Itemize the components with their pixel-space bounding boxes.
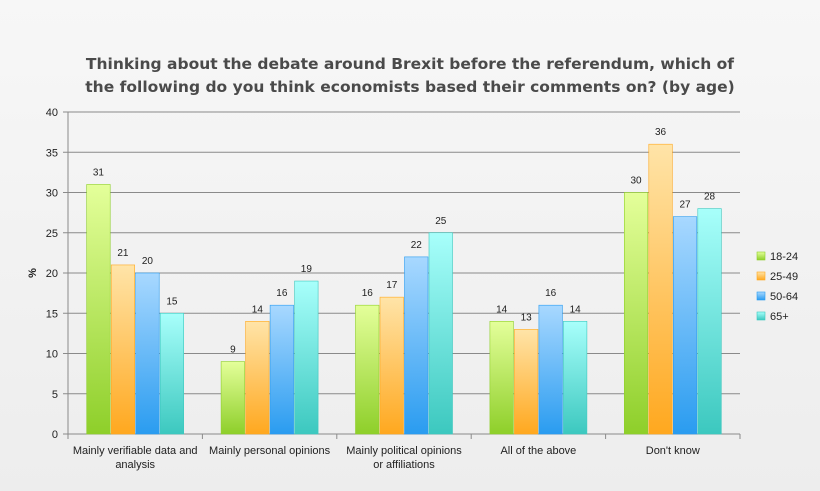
data-label: 25 <box>435 216 447 227</box>
data-label: 31 <box>93 167 105 178</box>
bar <box>294 280 319 435</box>
bar <box>159 312 184 435</box>
data-label: 17 <box>386 280 398 291</box>
bar <box>672 216 698 435</box>
bar <box>220 361 245 435</box>
legend-swatch <box>756 251 766 261</box>
data-label: 9 <box>230 345 236 356</box>
bar <box>697 208 722 435</box>
category-label: Mainly verifiable data and <box>73 445 198 457</box>
category-label: Don't know <box>646 445 700 457</box>
chart-title-line: the following do you think economists ba… <box>85 78 734 96</box>
bar <box>404 256 429 435</box>
bar <box>135 272 160 435</box>
bar <box>563 320 588 435</box>
bar <box>245 320 270 435</box>
bar <box>379 296 404 435</box>
legend-swatch <box>756 311 766 321</box>
data-label: 16 <box>362 288 374 299</box>
bar <box>489 320 514 435</box>
y-tick-label: 25 <box>46 228 58 240</box>
legend-label: 65+ <box>770 311 789 323</box>
y-tick-label: 5 <box>52 389 58 401</box>
y-tick-label: 40 <box>46 107 58 119</box>
legend-label: 18-24 <box>770 251 798 263</box>
legend-label: 25-49 <box>770 271 798 283</box>
bar <box>428 232 453 435</box>
y-tick-label: 0 <box>52 429 58 441</box>
data-label: 13 <box>521 312 533 323</box>
data-label: 20 <box>142 256 154 267</box>
y-tick-label: 10 <box>46 349 58 361</box>
data-label: 19 <box>301 264 313 275</box>
category-label: Mainly personal opinions <box>209 445 331 457</box>
legend-swatch <box>756 291 766 301</box>
data-label: 30 <box>630 176 642 187</box>
bar <box>86 184 111 435</box>
bar <box>110 264 135 435</box>
category-label: All of the above <box>500 445 576 457</box>
y-axis-label: % <box>27 268 39 278</box>
data-label: 27 <box>679 200 691 211</box>
chart-title-line: Thinking about the debate around Brexit … <box>86 55 734 73</box>
data-label: 16 <box>545 288 557 299</box>
chart-title: Thinking about the debate around Brexit … <box>85 55 734 96</box>
data-label: 14 <box>252 304 264 315</box>
y-tick-label: 15 <box>46 308 58 320</box>
y-tick-label: 30 <box>46 188 58 200</box>
data-label: 16 <box>276 288 288 299</box>
data-labels: 31 21 20 15 9 14 16 19 16 17 22 25 14 13 16 14 30 36 27 28 <box>93 127 716 355</box>
legend-swatch <box>756 271 766 281</box>
data-label: 15 <box>166 296 178 307</box>
bar <box>269 304 294 435</box>
data-label: 22 <box>411 240 423 251</box>
legend-label: 50-64 <box>770 291 798 303</box>
bar <box>538 304 563 435</box>
data-label: 28 <box>704 192 716 203</box>
data-label: 14 <box>570 304 582 315</box>
y-tick-label: 20 <box>46 268 58 280</box>
legend: 18-24 25-49 50-64 65+ <box>756 251 798 323</box>
bar <box>648 143 673 435</box>
category-label: analysis <box>115 459 155 471</box>
category-label: or affiliations <box>373 459 435 471</box>
y-tick-label: 35 <box>46 147 58 159</box>
bar <box>355 304 380 435</box>
bar <box>623 192 649 435</box>
data-label: 36 <box>655 127 667 138</box>
data-label: 14 <box>496 304 508 315</box>
bar <box>514 329 539 435</box>
bars <box>86 143 722 435</box>
data-label: 21 <box>117 248 129 259</box>
category-label: Mainly political opinions <box>346 445 462 457</box>
